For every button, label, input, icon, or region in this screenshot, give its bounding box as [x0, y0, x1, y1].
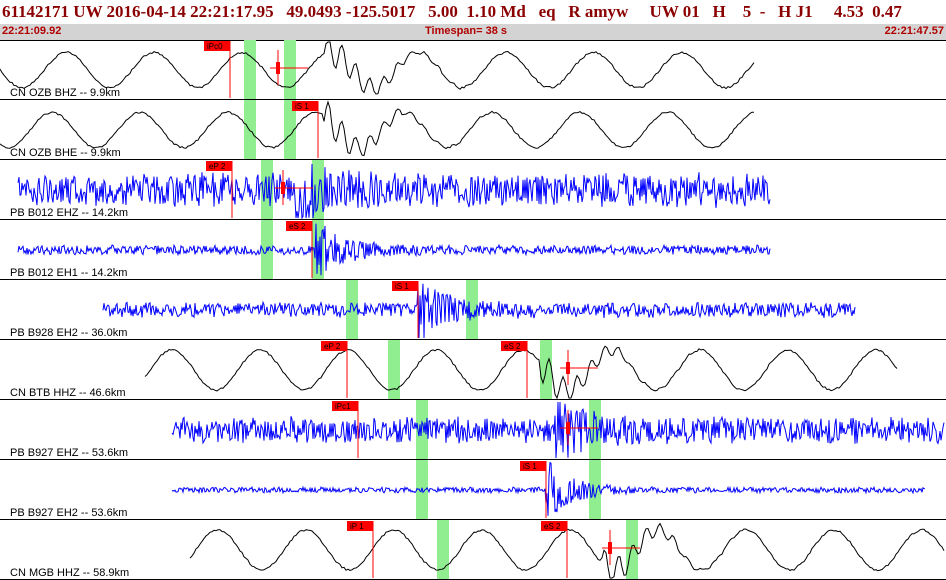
waveform — [144, 345, 898, 400]
trace-row[interactable]: iS 1 PB B927 EH2 -- 53.6km — [0, 460, 946, 520]
station-label: CN MGB HHZ -- 58.9km — [10, 567, 129, 579]
pick-flag[interactable] — [520, 461, 546, 471]
station-label: PB B012 EH1 -- 14.2km — [10, 267, 127, 279]
station-label: PB B012 EHZ -- 14.2km — [10, 207, 128, 219]
pick-label: iPc1 — [335, 402, 351, 411]
phase-window — [284, 100, 296, 160]
phase-window — [244, 40, 256, 100]
trace-row[interactable]: iP 1 eS 2 CN MGB HHZ -- 58.9km — [0, 520, 946, 580]
pick-label: eP 2 — [209, 162, 226, 171]
phase-window — [466, 280, 478, 340]
end-time-label: 22:21:47.57 — [884, 25, 944, 37]
phase-window — [626, 520, 638, 580]
trace-row[interactable]: iPc0 CN OZB BHZ -- 9.9km — [0, 40, 946, 100]
phase-window — [261, 220, 273, 280]
pick-flag[interactable] — [332, 401, 358, 411]
phase-window — [244, 100, 256, 160]
waveform — [17, 223, 771, 276]
station-label: PB B927 EHZ -- 53.6km — [10, 447, 128, 459]
trace-row[interactable]: iS 1 PB B928 EH2 -- 36.0km — [0, 280, 946, 340]
station-label: PB B928 EH2 -- 36.0km — [10, 327, 127, 339]
event-summary-title: 61142171 UW 2016-04-14 22:21:17.95 49.04… — [2, 2, 902, 21]
phase-window — [346, 280, 358, 340]
waveform — [171, 401, 945, 459]
waveform — [0, 100, 755, 157]
start-time-label: 22:21:09.92 — [2, 25, 62, 37]
phase-window — [284, 40, 296, 100]
waveform — [102, 283, 856, 339]
pick-label: eP 2 — [324, 342, 341, 351]
pick-flag[interactable] — [321, 341, 347, 351]
trace-row[interactable]: iS 1 CN OZB BHE -- 9.9km — [0, 100, 946, 160]
event-header: 61142171 UW 2016-04-14 22:21:17.95 49.04… — [0, 0, 946, 24]
pick-flag[interactable] — [501, 341, 527, 351]
waveform — [17, 163, 771, 220]
pick-flag[interactable] — [541, 521, 567, 531]
pick-flag[interactable] — [286, 221, 312, 231]
trace-row[interactable]: eP 2 PB B012 EHZ -- 14.2km — [0, 160, 946, 220]
station-label: CN OZB BHE -- 9.9km — [10, 147, 121, 159]
pick-label: iS 1 — [395, 282, 409, 291]
phase-window — [416, 400, 428, 460]
pick-flag[interactable] — [347, 521, 373, 531]
station-label: CN OZB BHZ -- 9.9km — [10, 87, 120, 99]
pick-label: iS 1 — [523, 462, 537, 471]
pick-flag[interactable] — [204, 41, 230, 51]
timespan-label: Timespan= 38 s — [425, 25, 508, 37]
seismogram-panel[interactable]: iPc0 CN OZB BHZ -- 9.9km iS 1 CN OZB BHE --… — [0, 40, 946, 580]
time-bar: 22:21:09.92 Timespan= 38 s 22:21:47.57 — [0, 24, 946, 41]
phase-window — [589, 460, 601, 520]
station-label: PB B927 EH2 -- 53.6km — [10, 507, 127, 519]
trace-row[interactable]: iPc1 PB B927 EHZ -- 53.6km — [0, 400, 946, 460]
pick-flag[interactable] — [392, 281, 418, 291]
pick-label: eS 2 — [544, 522, 561, 531]
waveform — [0, 41, 755, 95]
phase-window — [437, 520, 449, 580]
pick-flag[interactable] — [292, 101, 318, 111]
pick-label: eS 2 — [504, 342, 521, 351]
waveform — [171, 461, 926, 516]
pick-label: iS 1 — [295, 102, 309, 111]
pick-label: iP 1 — [350, 522, 364, 531]
pick-label: eS 2 — [289, 222, 306, 231]
pick-label: iPc0 — [207, 42, 223, 51]
phase-window — [312, 160, 324, 220]
phase-window — [388, 340, 400, 400]
trace-row[interactable]: eP 2 eS 2 CN BTB HHZ -- 46.6km — [0, 340, 946, 400]
pick-flag[interactable] — [206, 161, 232, 171]
station-label: CN BTB HHZ -- 46.6km — [10, 387, 126, 399]
phase-window — [589, 400, 601, 460]
trace-row[interactable]: eS 2 PB B012 EH1 -- 14.2km — [0, 220, 946, 280]
